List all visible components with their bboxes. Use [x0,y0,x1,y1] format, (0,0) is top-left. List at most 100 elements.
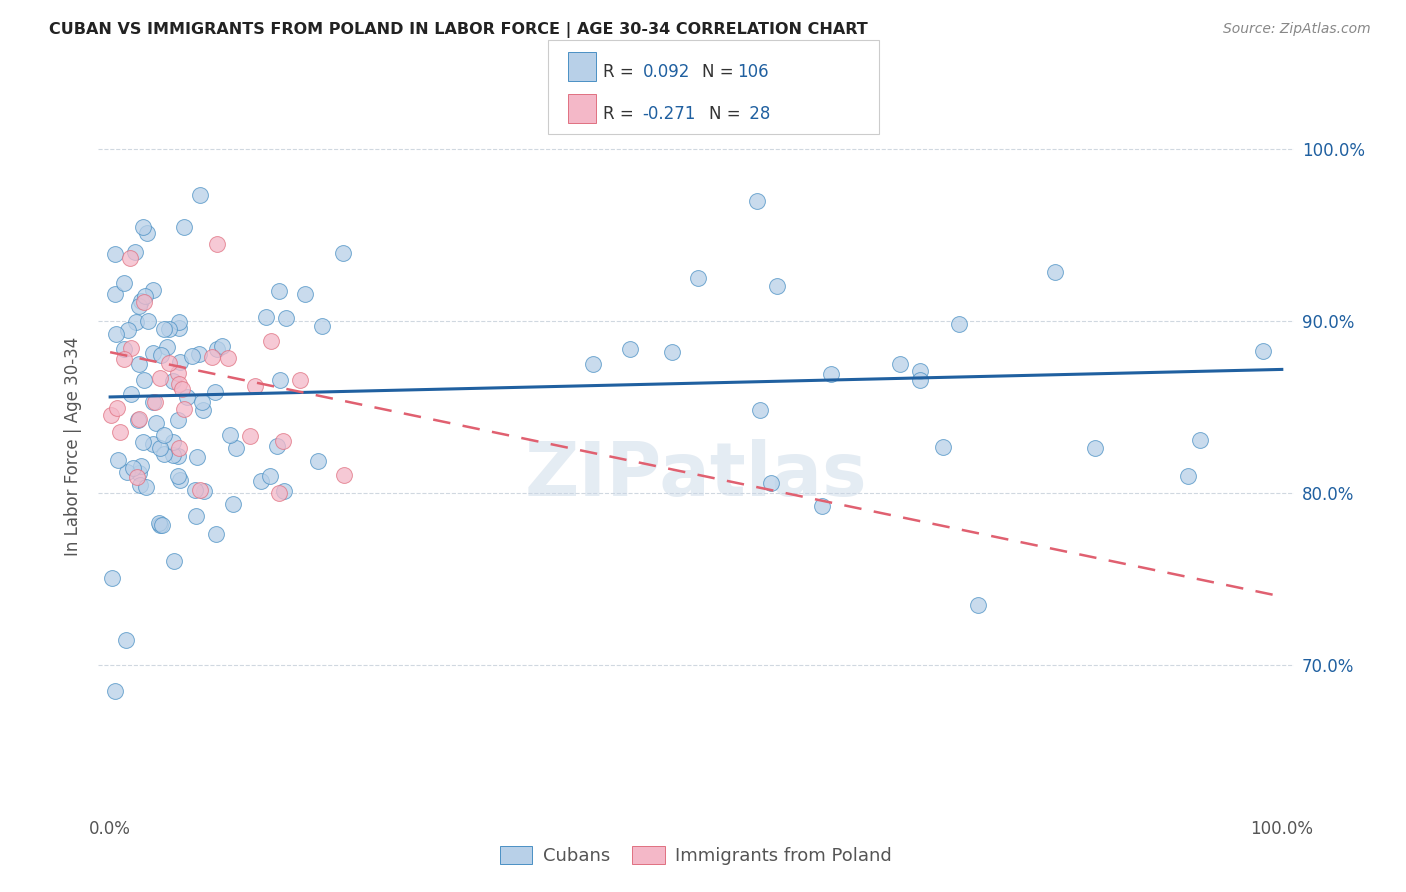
Point [173,402,195,417]
Point [219,427,242,442]
Point [889,357,911,371]
Point [619,342,641,356]
Point [108,425,131,440]
Point [273,483,295,498]
Point [204,385,226,400]
Point [187,347,209,361]
Point [167,321,190,335]
Point [128,412,150,426]
Point [157,322,180,336]
Point [745,194,768,208]
Point [125,315,148,329]
Point [142,283,165,297]
Point [225,441,247,455]
Point [107,453,129,467]
Point [239,429,262,443]
Point [153,322,176,336]
Point [267,486,290,500]
Point [1084,441,1107,455]
Point [120,387,142,401]
Point [172,382,194,396]
Point [307,454,329,468]
Point [311,318,333,333]
Text: ZIPatlas: ZIPatlas [524,439,868,512]
Point [103,286,125,301]
Point [149,370,172,384]
Point [132,373,155,387]
Text: N =: N = [702,62,738,80]
Point [131,434,153,449]
Point [166,413,188,427]
Text: R =: R = [603,105,640,123]
Point [749,402,772,417]
Point [162,374,184,388]
Point [105,401,128,415]
Point [269,284,291,298]
Point [186,450,208,464]
Point [193,484,215,499]
Point [948,317,970,331]
Point [124,244,146,259]
Point [259,469,281,483]
Point [150,518,173,533]
Point [211,339,233,353]
Text: 106: 106 [737,62,768,80]
Point [167,468,190,483]
Point [184,508,207,523]
Point [135,480,157,494]
Point [100,571,122,585]
Point [931,440,953,454]
Point [222,497,245,511]
Point [910,373,932,387]
Point [661,344,683,359]
Point [1177,469,1199,483]
Point [127,413,149,427]
Text: -0.271: -0.271 [643,105,696,123]
Point [250,474,273,488]
Point [132,219,155,234]
Text: Source: ZipAtlas.com: Source: ZipAtlas.com [1223,22,1371,37]
Point [162,434,184,449]
Text: R =: R = [603,62,640,80]
Legend: Cubans, Immigrants from Poland: Cubans, Immigrants from Poland [492,838,900,872]
Point [205,526,228,541]
Point [162,448,184,462]
Point [1251,343,1274,358]
Point [132,295,155,310]
Point [759,475,782,490]
Point [166,449,188,463]
Point [120,341,142,355]
Point [766,279,789,293]
Point [136,226,159,240]
Point [243,379,266,393]
Point [688,271,710,285]
Point [153,447,176,461]
Point [217,351,239,365]
Point [121,461,143,475]
Point [276,311,298,326]
Point [157,356,180,370]
Point [260,334,283,348]
Point [169,441,191,455]
Point [191,402,214,417]
Text: 0.092: 0.092 [643,62,690,80]
Point [820,367,842,381]
Point [136,314,159,328]
Point [188,188,211,202]
Point [134,289,156,303]
Point [273,434,295,448]
Point [128,466,150,480]
Point [176,390,198,404]
Point [294,287,316,301]
Point [162,554,184,568]
Point [112,277,135,291]
Y-axis label: In Labor Force | Age 30-34: In Labor Force | Age 30-34 [65,336,83,556]
Point [910,364,932,378]
Text: N =: N = [709,105,745,123]
Point [142,395,165,409]
Point [167,366,190,380]
Point [288,373,311,387]
Point [207,236,229,251]
Point [167,377,190,392]
Point [148,516,170,530]
